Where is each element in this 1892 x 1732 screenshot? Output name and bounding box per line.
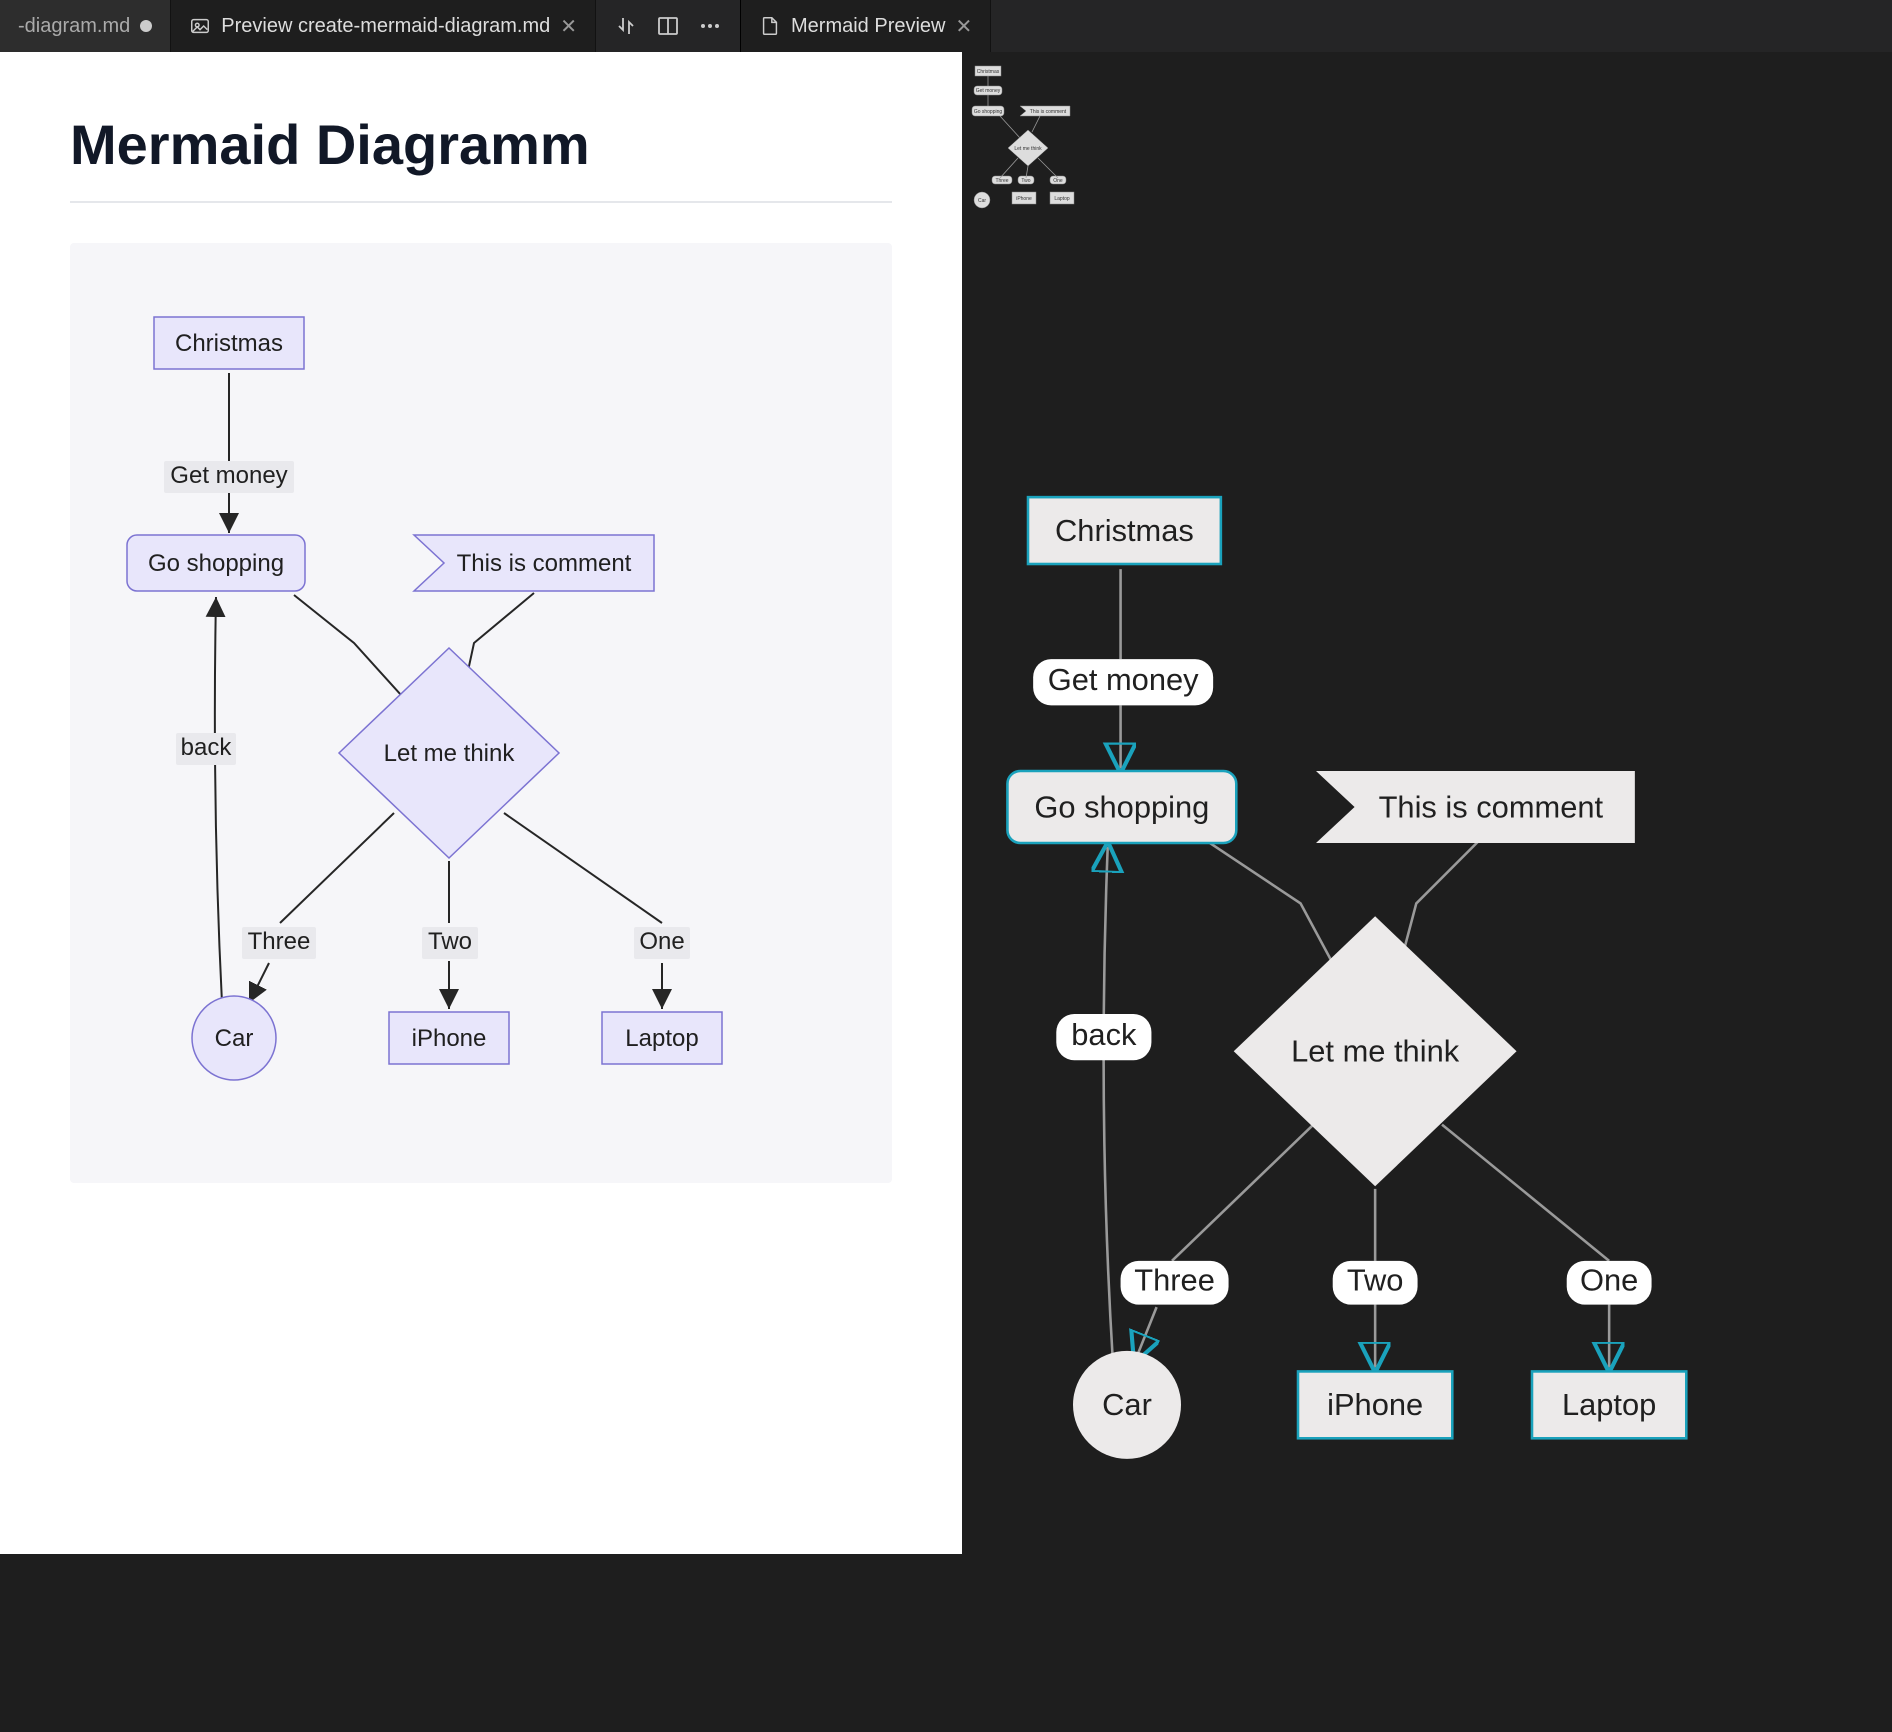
node-label: Car <box>215 1025 254 1052</box>
svg-text:Laptop: Laptop <box>1054 196 1070 202</box>
edge-label: Two <box>428 928 472 955</box>
flowchart-svg: Get money back Three Two One Christmas G… <box>94 283 914 1143</box>
edge-label: Three <box>1134 1262 1215 1297</box>
dirty-indicator-icon <box>140 20 152 32</box>
node-label: Let me think <box>384 740 516 767</box>
minimap[interactable]: Christmas Get money Go shopping This is … <box>970 60 1125 240</box>
svg-text:One: One <box>1053 178 1063 184</box>
edge-label: back <box>1071 1017 1137 1052</box>
tab-preview-md[interactable]: Preview create-mermaid-diagram.md ✕ <box>171 0 596 52</box>
tab-group-right: Mermaid Preview ✕ <box>741 0 991 52</box>
svg-text:Go shopping: Go shopping <box>974 109 1003 115</box>
edge-label: One <box>1580 1262 1638 1297</box>
mermaid-preview-panel: Christmas Get money Go shopping This is … <box>962 52 1892 1554</box>
tab-label: -diagram.md <box>18 15 130 38</box>
open-changes-icon[interactable] <box>614 14 638 38</box>
node-label: Let me think <box>1291 1034 1460 1069</box>
edge-label: Get money <box>170 462 287 489</box>
node-label: Car <box>1102 1387 1152 1422</box>
markdown-preview-icon <box>189 15 211 37</box>
edge-label: Get money <box>1048 662 1199 697</box>
node-label: Laptop <box>1562 1387 1656 1422</box>
file-icon <box>759 15 781 37</box>
main-area: Mermaid Diagramm <box>0 52 1892 1554</box>
svg-text:Car: Car <box>978 198 986 204</box>
svg-text:iPhone: iPhone <box>1016 196 1032 202</box>
tab-label: Preview create-mermaid-diagram.md <box>221 15 550 38</box>
page-title: Mermaid Diagramm <box>70 112 892 203</box>
close-icon[interactable]: ✕ <box>560 14 577 39</box>
mermaid-diagram-light: Get money back Three Two One Christmas G… <box>70 243 892 1183</box>
node-label: iPhone <box>1327 1387 1423 1422</box>
svg-text:Get money: Get money <box>976 88 1001 94</box>
close-icon[interactable]: ✕ <box>956 14 973 39</box>
svg-text:Three: Three <box>995 178 1008 184</box>
svg-text:This is comment: This is comment <box>1030 109 1067 115</box>
tab-bar: -diagram.md Preview create-mermaid-diagr… <box>0 0 1892 52</box>
markdown-preview-panel: Mermaid Diagramm <box>0 52 962 1554</box>
node-label: This is comment <box>1379 789 1604 824</box>
node-label: Laptop <box>625 1025 698 1052</box>
svg-text:Two: Two <box>1021 178 1030 184</box>
split-editor-icon[interactable] <box>656 14 680 38</box>
node-label: Christmas <box>175 330 283 357</box>
more-actions-icon[interactable] <box>698 14 722 38</box>
tab-label: Mermaid Preview <box>791 15 945 38</box>
node-label: This is comment <box>457 550 632 577</box>
node-label: Go shopping <box>148 550 284 577</box>
tab-group-left: -diagram.md Preview create-mermaid-diagr… <box>0 0 596 52</box>
tab-mermaid-preview[interactable]: Mermaid Preview ✕ <box>741 0 991 52</box>
edge-label: Two <box>1347 1262 1404 1297</box>
edge-label: One <box>639 928 684 955</box>
node-label: Christmas <box>1055 513 1194 548</box>
flowchart-svg-dark: Get money back Three Two One Christmas G… <box>992 332 1892 1732</box>
svg-text:Let me think: Let me think <box>1014 146 1042 152</box>
node-label: Go shopping <box>1034 789 1209 824</box>
svg-text:Christmas: Christmas <box>977 69 1000 75</box>
editor-actions <box>596 14 740 38</box>
node-label: iPhone <box>412 1025 487 1052</box>
edge-label: back <box>181 734 233 761</box>
tab-diagram-md[interactable]: -diagram.md <box>0 0 171 52</box>
edge-label: Three <box>248 928 311 955</box>
